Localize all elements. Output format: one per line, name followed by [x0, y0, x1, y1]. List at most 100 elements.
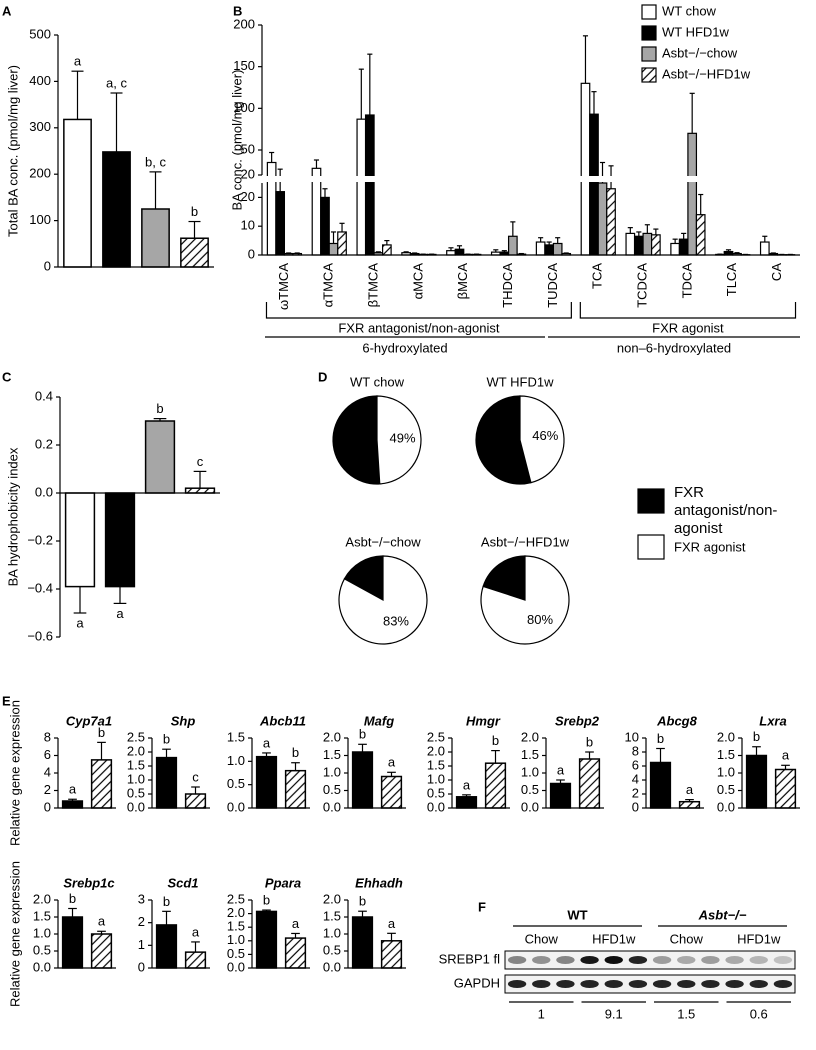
significance-label: b [191, 204, 198, 219]
bar [102, 151, 131, 268]
significance-label: c [192, 769, 199, 784]
y-tick-label: 0 [248, 246, 255, 261]
quantification: 1 [538, 1006, 545, 1021]
bar [580, 82, 591, 256]
significance-label: a [686, 782, 694, 797]
y-tick-label: 0.0 [717, 799, 735, 814]
y-tick-label: 2.5 [427, 729, 445, 744]
bracket-label: 6-hydroxylated [362, 340, 447, 355]
chart-title: Cyp7a1 [66, 713, 112, 728]
y-tick-label: 2.5 [127, 729, 145, 744]
bar [380, 775, 403, 809]
y-tick-label: 1.0 [717, 764, 735, 779]
chart-title: Srebp2 [555, 713, 600, 728]
bar [670, 242, 680, 256]
significance-label: b [98, 725, 105, 740]
y-tick-label: 0.5 [33, 942, 51, 957]
y-tick-label: 1.0 [127, 771, 145, 786]
y-tick-label: 10 [241, 218, 255, 233]
y-tick-label: 100 [29, 212, 51, 227]
bar [774, 768, 797, 809]
bar [155, 924, 178, 969]
y-tick-label: −0.2 [27, 532, 53, 547]
x-tick-label: ωTMCA [276, 263, 291, 310]
legend-label: Asbt−/−chow [662, 45, 738, 60]
y-tick-label: 0.0 [33, 959, 51, 974]
y-tick-label: −0.4 [27, 580, 53, 595]
y-tick-label: 200 [233, 16, 255, 31]
y-tick-label: 8 [44, 729, 51, 744]
blot-band [628, 980, 648, 988]
significance-label: b [263, 893, 270, 908]
y-tick-label: 8 [632, 743, 639, 758]
bracket [579, 302, 797, 319]
blot-band [677, 956, 696, 964]
y-tick-label: 0.5 [427, 785, 445, 800]
condition-label: Chow [525, 931, 559, 946]
bracket-label: FXR agonist [652, 320, 724, 335]
y-tick-label: 0 [44, 258, 51, 273]
significance-label: a [388, 916, 396, 931]
bar [144, 420, 176, 494]
y-tick-label: 6 [632, 757, 639, 772]
chart-title: Shp [171, 713, 196, 728]
bar [337, 231, 347, 256]
blot-band [773, 980, 793, 988]
significance-label: a [463, 777, 471, 792]
row-label: GAPDH [454, 975, 500, 990]
bar [184, 951, 207, 969]
bracket [265, 302, 572, 319]
blot-band [725, 980, 744, 988]
y-tick-label: 0.2 [35, 436, 53, 451]
y-tick-label: 1.0 [521, 764, 539, 779]
y-tick-label: 2.0 [323, 729, 341, 744]
bracket-label: non–6-hydroxylated [617, 340, 731, 355]
bar [578, 758, 601, 809]
y-tick-label: 0.4 [35, 388, 53, 403]
pie-slice [482, 555, 526, 601]
bar [90, 759, 113, 809]
panel-letter: F [478, 899, 486, 914]
y-tick-label: 1 [138, 937, 145, 952]
y-tick-label: 1.5 [227, 919, 245, 934]
bar [455, 796, 478, 809]
significance-label: b [753, 729, 760, 744]
panel-letter: E [2, 693, 11, 708]
x-tick-label: βMCA [455, 263, 470, 300]
bar [351, 916, 374, 969]
group-label: WT [567, 907, 587, 922]
y-tick-label: 0.5 [717, 782, 735, 797]
pie-slice [376, 395, 422, 485]
y-tick-label: 20 [241, 189, 255, 204]
bar [633, 235, 644, 256]
y-tick-label: 4 [632, 771, 639, 786]
bar [141, 208, 170, 268]
chart-title: Mafg [364, 713, 394, 728]
bar [380, 940, 403, 969]
y-tick-label: 400 [29, 73, 51, 88]
bar [63, 118, 92, 268]
data-label: 17% [357, 569, 383, 584]
blot-band [532, 956, 551, 964]
bar [284, 937, 307, 969]
blot-band [773, 956, 793, 964]
legend-label: FXR agonist [674, 539, 746, 554]
bar [61, 916, 84, 969]
blot-band [749, 980, 768, 988]
y-tick-label: 0 [632, 799, 639, 814]
pie-title: WT chow [350, 374, 405, 389]
significance-label: a [292, 916, 300, 931]
blot-frame [504, 950, 796, 970]
y-tick-label: 0 [44, 799, 51, 814]
significance-label: a [98, 914, 106, 929]
bar [606, 188, 616, 256]
significance-label: a [116, 606, 124, 621]
y-tick-label: 500 [29, 26, 51, 41]
y-tick-label: 0.0 [323, 799, 341, 814]
data-label: 83% [383, 613, 409, 628]
condition-label: Chow [670, 931, 704, 946]
blot-band [580, 956, 599, 964]
significance-label: a [192, 924, 200, 939]
bar [454, 248, 465, 256]
bar [284, 769, 307, 809]
